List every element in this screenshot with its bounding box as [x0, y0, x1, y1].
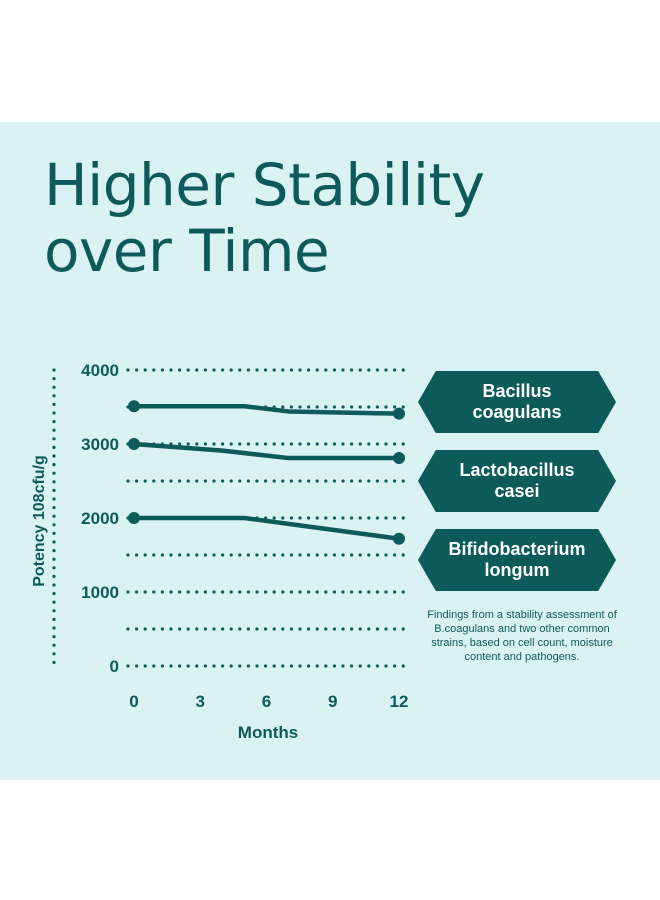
legend-label-line: Lactobacillus [459, 460, 575, 480]
series-start-marker [128, 438, 140, 450]
y-tick-label: 1000 [81, 583, 119, 602]
x-axis: 0 3 6 9 12 [129, 692, 408, 711]
x-tick-label: 3 [196, 692, 205, 711]
series-line [131, 441, 402, 461]
legend-label-line: casei [494, 481, 540, 501]
x-tick-label: 0 [129, 692, 138, 711]
y-axis: 0 1000 2000 3000 4000 [52, 361, 119, 676]
series-end-marker [393, 452, 405, 465]
y-tick-label: 2000 [81, 509, 119, 528]
x-axis-label: Months [238, 723, 298, 742]
legend-label-line: Bifidobacterium [448, 539, 586, 559]
x-tick-label: 12 [390, 692, 409, 711]
series-line [131, 404, 402, 416]
title-line-2: over Time [44, 217, 330, 285]
series-start-marker [128, 512, 140, 524]
series-end-marker [393, 407, 405, 420]
series-line [131, 515, 402, 541]
y-tick-label: 0 [110, 657, 119, 676]
page-title: Higher Stability over Time [44, 152, 485, 284]
title-line-1: Higher Stability [44, 151, 485, 219]
legend-lactobacillus-casei: Lactobacillus casei [418, 450, 616, 512]
x-tick-label: 6 [262, 692, 271, 711]
y-tick-label: 3000 [81, 435, 119, 454]
y-axis-label: Potency 108cfu/g [31, 455, 48, 587]
series-group [128, 400, 405, 545]
footnote: Findings from a stability assessment of … [427, 609, 617, 663]
legend-label-line: coagulans [472, 402, 562, 422]
legend-label-line: Bacillus [482, 381, 552, 401]
y-tick-label: 4000 [81, 361, 119, 380]
legend-label-line: longum [484, 560, 550, 580]
series-end-marker [393, 532, 405, 545]
legend-bifidobacterium-longum: Bifidobacterium longum [418, 529, 616, 591]
x-tick-label: 9 [328, 692, 337, 711]
legend-bacillus-coagulans: Bacillus coagulans [418, 371, 616, 433]
series-start-marker [128, 400, 140, 413]
